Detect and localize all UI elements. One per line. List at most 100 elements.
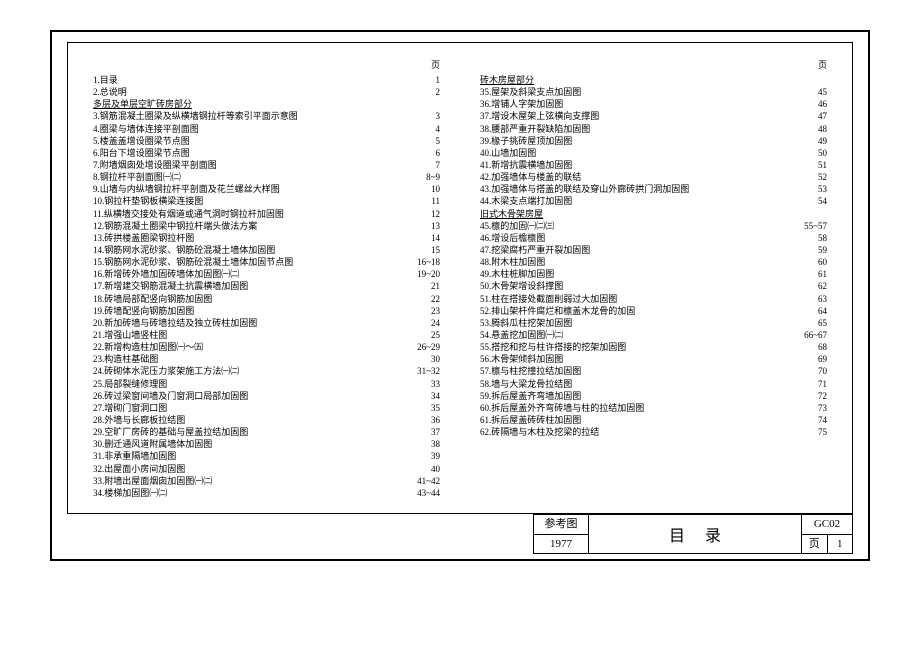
toc-entry: 60.拆后屋盖外齐弯砖墙与柱的拉结加固图73 [480,402,827,414]
page-header-right: 页 [480,58,827,71]
toc-entry: 15.钢筋网水泥砂浆、钢筋砼混凝土墙体加固节点图16~18 [93,256,440,268]
entry-label: 35.屋架及斜梁支点加固图 [480,86,787,98]
toc-entry: 32.出屋面小房间加固图40 [93,463,440,475]
toc-entry: 7.附墙烟囱处增设圈梁平剖面图7 [93,159,440,171]
toc-entry: 53.腾斜瓜柱挖架加固图65 [480,317,827,329]
toc-entry: 30.删迁通风道附属墙体加固图38 [93,438,440,450]
toc-entry: 51.柱在搭接处截面削弱过大加固图63 [480,293,827,305]
toc-entry: 11.纵横墙交接处有烟道或通气洞时钢拉杆加固图12 [93,208,440,220]
entry-page: 11 [400,195,440,207]
entry-label: 60.拆后屋盖外齐弯砖墙与柱的拉结加固图 [480,402,787,414]
entry-page: 74 [787,414,827,426]
entry-page: 64 [787,305,827,317]
entry-page: 70 [787,365,827,377]
entry-label: 12.钢筋混凝土圈梁中钢拉杆端头做法方案 [93,220,400,232]
entry-label: 4.圈梁与墙体连接平剖面图 [93,123,400,135]
entry-label: 2.总说明 [93,86,400,98]
entry-label: 10.钢拉杆垫钢板横梁连接图 [93,195,400,207]
entry-page: 10 [400,183,440,195]
entry-page: 36 [400,414,440,426]
entry-page: 19~20 [400,268,440,280]
entry-label: 27.增砌门窗洞口图 [93,402,400,414]
entry-label: 45.檩的加固㈠㈡㈢ [480,220,787,232]
entry-page: 72 [787,390,827,402]
toc-entry: 14.钢筋网水泥砂浆、钢筋砼混凝土墙体加固图15 [93,244,440,256]
inner-frame: 页 1.目录12.总说明2多层及单层空旷砖房部分3.钢筋混凝土圈梁及纵横墙钢拉杆… [67,42,853,514]
title-block-code: GC02 页 1 [802,515,852,553]
entry-page: 22 [400,293,440,305]
entry-page: 15 [400,244,440,256]
entry-label: 6.阳台下增设圈梁节点图 [93,147,400,159]
toc-entry: 44.木梁支点端打加固图54 [480,195,827,207]
toc-entry: 49.木柱桩脚加固图61 [480,268,827,280]
entry-page: 71 [787,378,827,390]
section-title: 旧式木骨架房屋 [480,208,827,220]
toc-entry: 24.砖砌体水泥压力浆架施工方法㈠㈡31~32 [93,365,440,377]
toc-entry: 5.楼盖盖增设圈梁节点图5 [93,135,440,147]
toc-entry: 10.钢拉杆垫钢板横梁连接图11 [93,195,440,207]
entry-label: 28.外墙与长廊板拉结图 [93,414,400,426]
entry-label: 29.空旷厂房砖的基础与屋盖拉结加固图 [93,426,400,438]
toc-entry: 23.构造柱基础图30 [93,353,440,365]
toc-entry: 18.砖墙局部配竖向钢筋加固图22 [93,293,440,305]
toc-entry: 22.新增构造柱加固图㈠～㈤26~29 [93,341,440,353]
toc-entry: 4.圈梁与墙体连接平剖面图4 [93,123,440,135]
entry-page: 53 [787,183,827,195]
entry-label: 34.楼梯加固图㈠㈡ [93,487,400,499]
entry-page: 55~57 [787,220,827,232]
entry-label: 32.出屋面小房间加固图 [93,463,400,475]
entry-label: 56.木骨架倾斜加固图 [480,353,787,365]
toc-entry: 12.钢筋混凝土圈梁中钢拉杆端头做法方案13 [93,220,440,232]
toc-entry: 35.屋架及斜梁支点加固图45 [480,86,827,98]
entry-page: 30 [400,353,440,365]
entry-label: 14.钢筋网水泥砂浆、钢筋砼混凝土墙体加固图 [93,244,400,256]
left-column: 页 1.目录12.总说明2多层及单层空旷砖房部分3.钢筋混凝土圈梁及纵横墙钢拉杆… [93,58,440,498]
entry-label: 50.木骨架增设斜撑图 [480,280,787,292]
entry-label: 49.木柱桩脚加固图 [480,268,787,280]
entry-page: 52 [787,171,827,183]
entry-label: 55.搭挖和挖与柱许搭接的挖架加固图 [480,341,787,353]
entry-page: 34 [400,390,440,402]
entry-page: 58 [787,232,827,244]
toc-entry: 13.砖拱楼盖圈梁钢拉杆图14 [93,232,440,244]
entry-page: 39 [400,450,440,462]
entry-label: 22.新增构造柱加固图㈠～㈤ [93,341,400,353]
entry-page: 40 [400,463,440,475]
toc-entry: 27.增砌门窗洞口图35 [93,402,440,414]
entry-page: 41~42 [400,475,440,487]
entry-label: 33.附墙出屋面烟囱加固图㈠㈡ [93,475,400,487]
toc-entry: 42.加强墙体与楼盖的联结52 [480,171,827,183]
entry-page: 12 [400,208,440,220]
entry-page: 16~18 [400,256,440,268]
toc-entry: 29.空旷厂房砖的基础与屋盖拉结加固图37 [93,426,440,438]
entry-label: 61.拆后屋盖砖砖柱加固图 [480,414,787,426]
toc-entry: 39.椽子挑砖屋顶加固图49 [480,135,827,147]
toc-entry: 40.山墙加固图50 [480,147,827,159]
entry-page: 35 [400,402,440,414]
entry-page: 63 [787,293,827,305]
ref-label: 参考图 [534,515,588,535]
toc-entry: 55.搭挖和挖与柱许搭接的挖架加固图68 [480,341,827,353]
entry-label: 23.构造柱基础图 [93,353,400,365]
entry-label: 36.增铺人字架加固图 [480,98,787,110]
entry-page: 21 [400,280,440,292]
entry-label: 52.排山架杆件腐烂和檩盖木龙骨的加固 [480,305,787,317]
entry-page: 75 [787,426,827,438]
title-block: 参考图 1977 目录 GC02 页 1 [533,514,853,554]
entry-page: 43~44 [400,487,440,499]
toc-entry: 36.增铺人字架加固图46 [480,98,827,110]
toc-entry: 62.砖隔墙与木柱及挖梁的拉结75 [480,426,827,438]
entry-page: 5 [400,135,440,147]
entry-label: 30.删迁通风道附属墙体加固图 [93,438,400,450]
toc-entry: 34.楼梯加固图㈠㈡43~44 [93,487,440,499]
entry-page: 49 [787,135,827,147]
entry-page: 62 [787,280,827,292]
entry-page: 2 [400,86,440,98]
entry-page: 13 [400,220,440,232]
entry-label: 43.加强墙体与搭盖的联结及穿山外廊砖拱门洞加固图 [480,183,787,195]
entry-label: 1.目录 [93,74,400,86]
entry-label: 19.砖墙配竖向钢筋加固图 [93,305,400,317]
toc-entry: 2.总说明2 [93,86,440,98]
entry-page: 54 [787,195,827,207]
entry-label: 46.增设后檐檩图 [480,232,787,244]
